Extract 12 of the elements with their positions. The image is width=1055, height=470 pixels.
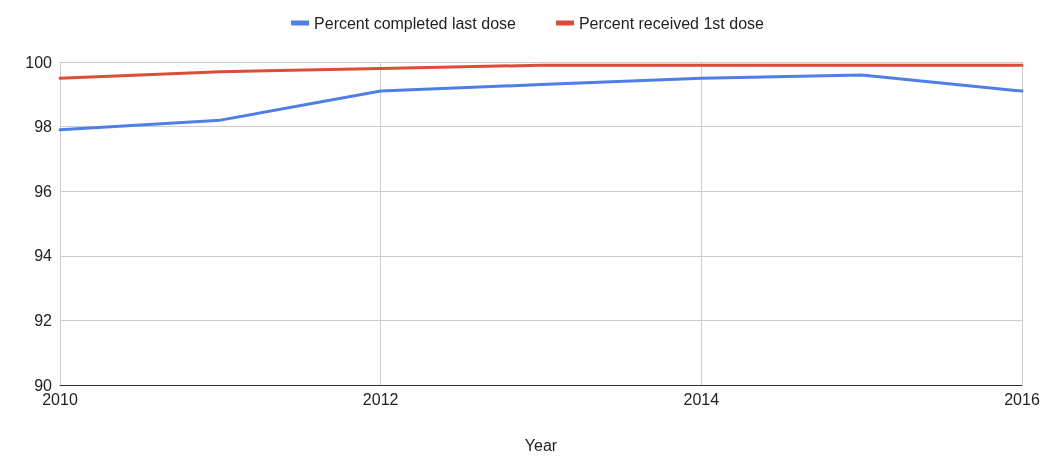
x-tick-label: 2016 bbox=[1004, 390, 1040, 408]
legend-label: Percent completed last dose bbox=[314, 14, 517, 32]
x-tick-label: 2014 bbox=[683, 390, 720, 408]
y-tick-label: 100 bbox=[25, 53, 53, 71]
legend-label: Percent received 1st dose bbox=[578, 14, 765, 32]
x-tick-label: 2012 bbox=[362, 390, 399, 408]
x-axis-title: Year bbox=[524, 436, 558, 454]
y-tick-label: 98 bbox=[34, 118, 53, 136]
y-tick-label: 92 bbox=[34, 311, 53, 329]
y-tick-label: 94 bbox=[34, 247, 53, 265]
line-series bbox=[58, 73, 1024, 132]
y-tick-label: 96 bbox=[34, 182, 53, 200]
